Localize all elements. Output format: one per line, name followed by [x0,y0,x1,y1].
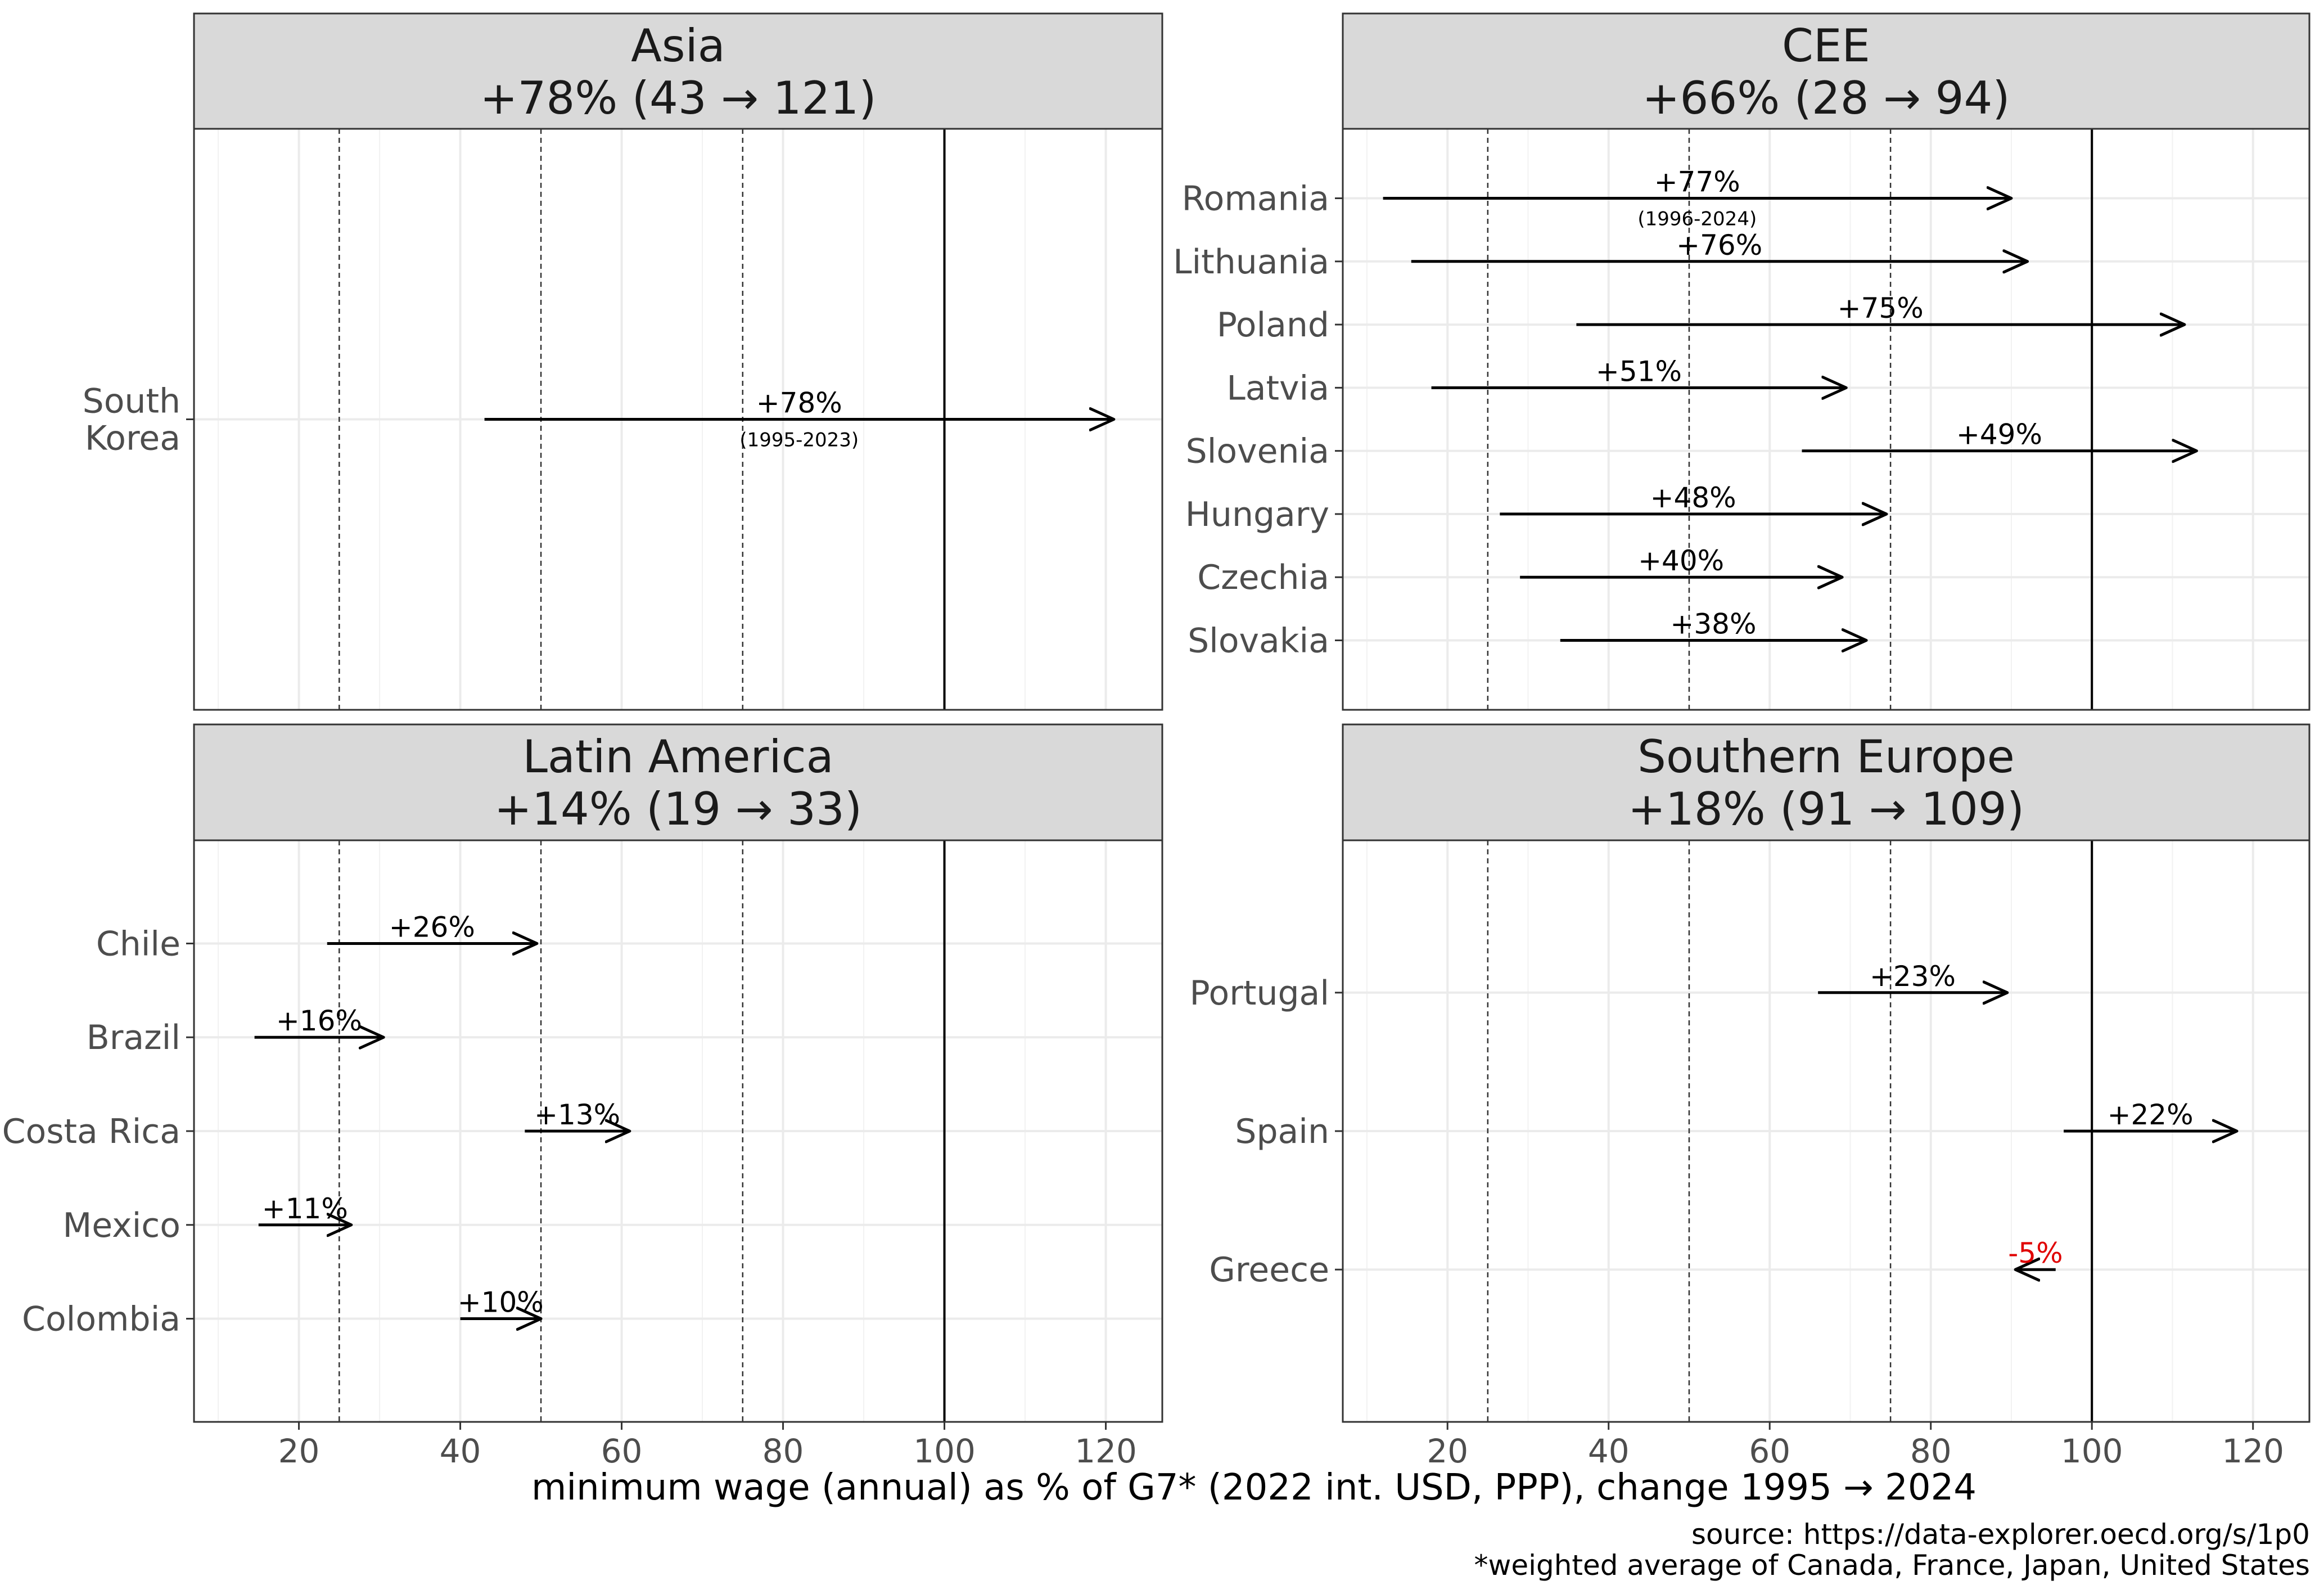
panel-asia: Asia +78% (43 → 121) +78% (1995-2023) Sou… [83,12,1163,711]
country-label: Poland [1217,305,1329,345]
country-label: Chile [96,924,180,963]
period-note: (1995-2023) [739,429,859,452]
arrows: +77% (1996-2024)+76% +75% +51% +49% +48% +40% +… [1383,166,2197,641]
change-label: +76% [1676,229,1762,262]
reference-lines [1487,129,2093,710]
x-tick-label: 20 [1427,1432,1468,1470]
panel-title: Asia [631,20,725,72]
change-label: +77% [1654,166,1740,199]
arrows: +78% (1995-2023) [484,387,1114,452]
plot-frame [193,839,1163,1423]
source-note: source: https://data-explorer.oecd.org/s… [1691,1518,2310,1551]
x-tick-label: 80 [762,1432,804,1470]
change-label: +75% [1838,292,1924,325]
plot-frame [1342,128,2311,711]
footnote: *weighted average of Canada, France, Jap… [1474,1549,2310,1582]
panel-cee: CEE +66% (28 → 94) +77%(1996-2024)+76%+7… [1173,12,2311,711]
country-labels: South Korea [83,382,194,458]
plot-frame [1342,839,2311,1423]
country-label: Hungary [1185,495,1329,534]
change-label: +49% [1956,418,2042,451]
country-label: Costa Rica [2,1112,180,1151]
x-tick-label: 80 [1910,1432,1952,1470]
panel-southern-europe: Southern Europe +18% (91 → 109) +23% +22%… [1190,723,2311,1470]
x-tick-label: 40 [1588,1432,1630,1470]
country-label: Greece [1209,1250,1329,1290]
x-axis-title: minimum wage (annual) as % of G7* (2022 … [531,1467,1976,1509]
panel-title: Latin America [522,731,833,783]
change-label: +11% [262,1192,348,1225]
panel-subtitle: +78% (43 → 121) [480,72,876,124]
x-tick-label: 40 [440,1432,481,1470]
country-label: Brazil [87,1018,180,1057]
x-tick-label: 100 [2061,1432,2123,1470]
change-label: +23% [1870,960,1956,993]
change-label: +16% [276,1005,362,1037]
x-tick-label: 120 [2222,1432,2284,1470]
country-label: Slovenia [1186,432,1329,471]
period-note: (1996-2024) [1637,208,1757,231]
country-labels: Chile Brazil Costa Rica Mexico Colombia [2,924,194,1339]
plot-frame [193,128,1163,711]
country-label: Spain [1235,1112,1329,1151]
change-label: +40% [1638,544,1724,577]
country-label: Portugal [1190,974,1330,1013]
x-tick-label: 60 [1749,1432,1790,1470]
panel-latin-america: Latin America +14% (19 → 33) +26% +16% +13… [2,723,1163,1470]
x-tick-label: 20 [278,1432,320,1470]
panel-subtitle: +66% (28 → 94) [1642,72,2010,124]
x-axis-ticks: 20 40 60 80 100 120 [278,1422,1137,1470]
change-label: -5% [2008,1237,2063,1269]
panel-title: Southern Europe [1637,731,2015,783]
country-label: Czechia [1197,558,1329,597]
panel-subtitle: +18% (91 → 109) [1628,783,2024,835]
country-label: Romania [1182,179,1329,219]
country-labels: Portugal Spain Greece [1190,974,1343,1290]
country-label: Colombia [22,1300,180,1339]
change-label: +10% [458,1286,544,1319]
panel-title: CEE [1782,20,1870,72]
change-label: +13% [534,1098,620,1131]
country-label: Lithuania [1173,242,1329,282]
x-tick-label: 100 [913,1432,976,1470]
change-label: +51% [1596,355,1682,388]
country-label: Slovakia [1188,621,1329,660]
panel-strip [1342,12,2311,130]
arrows: +26% +16% +13% +11% +10% [254,911,630,1319]
change-label: +22% [2108,1098,2194,1131]
x-tick-label: 120 [1075,1432,1137,1470]
country-label: Latvia [1226,368,1329,408]
country-label: South Korea [83,382,180,458]
panel-strip [193,12,1163,130]
change-label: +38% [1670,607,1756,640]
x-tick-label: 60 [601,1432,643,1470]
arrows: +23% +22% -5% [1818,960,2237,1269]
change-label: +78% [756,387,842,420]
x-axis-ticks: 20 40 60 80 100 120 [1427,1422,2284,1470]
change-label: +48% [1650,481,1736,514]
country-label: Mexico [62,1206,180,1245]
plot-area [1343,129,2309,710]
change-label: +26% [389,911,475,943]
country-labels: Romania Lithuania Poland Latvia Slovenia Hung… [1173,179,1343,660]
panel-subtitle: +14% (19 → 33) [494,783,862,835]
